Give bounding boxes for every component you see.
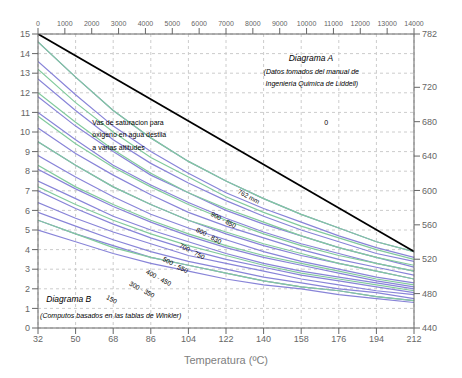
svg-text:12: 12 — [20, 88, 30, 98]
svg-text:50: 50 — [71, 334, 81, 344]
svg-text:Vas de saturacion para: Vas de saturacion para — [92, 119, 164, 127]
svg-text:520: 520 — [422, 254, 437, 264]
svg-text:(Computos basados en las tabla: (Computos basados en las tablas de Winkl… — [40, 312, 181, 320]
svg-text:Temperatura (ºC): Temperatura (ºC) — [184, 354, 268, 366]
svg-text:5000: 5000 — [164, 20, 180, 27]
svg-text:Ingenieria Quimica de Liddell): Ingenieria Quimica de Liddell) — [264, 80, 359, 88]
svg-text:3: 3 — [25, 264, 30, 274]
svg-text:560: 560 — [422, 220, 437, 230]
svg-text:14: 14 — [20, 49, 30, 59]
svg-text:6000: 6000 — [191, 20, 207, 27]
svg-text:9: 9 — [25, 147, 30, 157]
svg-text:4000: 4000 — [138, 20, 154, 27]
svg-text:720: 720 — [422, 82, 437, 92]
svg-text:Diagrama A: Diagrama A — [289, 53, 334, 63]
svg-text:12000: 12000 — [351, 20, 371, 27]
svg-text:300 - 350: 300 - 350 — [128, 280, 156, 299]
svg-text:176: 176 — [331, 334, 346, 344]
svg-text:158: 158 — [294, 334, 309, 344]
svg-text:800 - 830: 800 - 830 — [195, 226, 223, 245]
svg-text:9000: 9000 — [272, 20, 288, 27]
svg-text:1000: 1000 — [57, 20, 73, 27]
svg-text:13: 13 — [20, 68, 30, 78]
svg-text:782: 782 — [422, 29, 437, 39]
svg-text:480: 480 — [422, 289, 437, 299]
svg-text:5: 5 — [25, 225, 30, 235]
svg-text:13000: 13000 — [377, 20, 397, 27]
svg-text:762 mm: 762 mm — [237, 188, 261, 205]
svg-text:oxigeno en agua destila: oxigeno en agua destila — [92, 131, 166, 139]
svg-text:8000: 8000 — [245, 20, 261, 27]
svg-text:a varias altitudes: a varias altitudes — [92, 144, 145, 151]
svg-text:4: 4 — [25, 245, 30, 255]
svg-text:2: 2 — [25, 284, 30, 294]
svg-text:Diagrama B: Diagrama B — [46, 294, 91, 304]
svg-text:122: 122 — [218, 334, 233, 344]
svg-text:0: 0 — [324, 119, 328, 126]
svg-text:3000: 3000 — [111, 20, 127, 27]
svg-text:11000: 11000 — [324, 20, 343, 27]
svg-text:140: 140 — [256, 334, 271, 344]
svg-text:86: 86 — [146, 334, 156, 344]
svg-text:680: 680 — [422, 117, 437, 127]
svg-text:7000: 7000 — [218, 20, 234, 27]
svg-text:212: 212 — [406, 334, 421, 344]
svg-text:11: 11 — [21, 108, 30, 118]
svg-text:640: 640 — [422, 151, 437, 161]
svg-text:500 - 550: 500 - 550 — [162, 255, 190, 274]
svg-text:14000: 14000 — [404, 20, 424, 27]
svg-text:900 - 850: 900 - 850 — [210, 210, 238, 229]
svg-text:600: 600 — [422, 186, 437, 196]
svg-text:440: 440 — [422, 323, 437, 333]
svg-text:150: 150 — [105, 294, 118, 305]
svg-text:68: 68 — [108, 334, 118, 344]
svg-text:0: 0 — [36, 20, 40, 27]
svg-text:194: 194 — [369, 334, 384, 344]
svg-text:700 - 750: 700 - 750 — [178, 242, 206, 261]
svg-text:(Datos tomados del manual de: (Datos tomados del manual de — [264, 68, 359, 76]
svg-text:2000: 2000 — [84, 20, 100, 27]
svg-text:7: 7 — [25, 186, 30, 196]
svg-text:104: 104 — [181, 334, 196, 344]
svg-text:1: 1 — [25, 304, 30, 314]
svg-text:6: 6 — [25, 206, 30, 216]
svg-text:10: 10 — [20, 127, 30, 137]
svg-text:8: 8 — [25, 166, 30, 176]
svg-text:15: 15 — [20, 29, 30, 39]
svg-text:0: 0 — [25, 323, 30, 333]
svg-text:10000: 10000 — [297, 20, 317, 27]
svg-text:400 - 450: 400 - 450 — [145, 268, 173, 287]
svg-text:32: 32 — [33, 334, 43, 344]
